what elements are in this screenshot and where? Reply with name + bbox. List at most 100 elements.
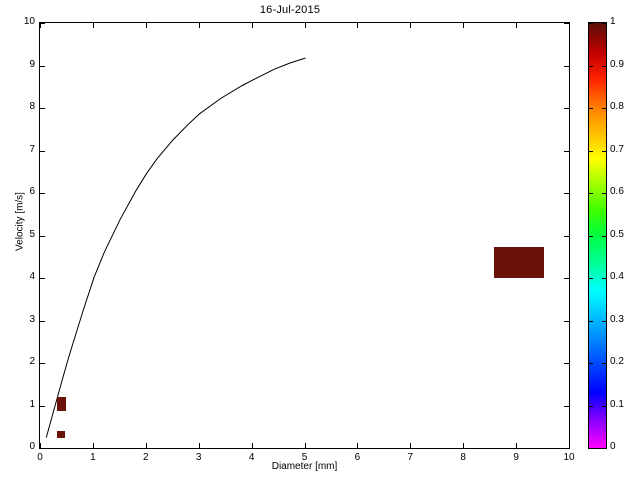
y-tick-right	[564, 405, 569, 407]
colorbar-tick-right	[602, 108, 606, 109]
y-tick-label: 0	[29, 441, 35, 452]
x-tick	[198, 443, 200, 448]
colorbar-tick-label: 0.2	[610, 356, 624, 367]
colorbar-tick	[589, 108, 593, 109]
colorbar-tick	[589, 193, 593, 194]
x-axis-label: Diameter [mm]	[271, 461, 338, 472]
block-low-left-a	[56, 397, 66, 412]
colorbar-tick-right	[602, 278, 606, 279]
y-tick-right	[564, 448, 569, 449]
y-tick	[40, 363, 45, 364]
x-tick-label: 10	[563, 452, 575, 463]
velocity-curve	[45, 57, 306, 438]
x-tick-top	[463, 23, 465, 28]
y-tick-label: 3	[29, 313, 35, 325]
y-tick-right	[564, 235, 569, 237]
x-tick	[410, 443, 412, 448]
colorbar-tick-label: 0.1	[610, 398, 624, 410]
x-tick-top	[40, 23, 41, 28]
x-tick-top	[251, 23, 253, 28]
x-tick	[40, 443, 41, 448]
colorbar-tick-label: 0.5	[610, 228, 624, 240]
x-tick-label: 3	[195, 452, 202, 463]
x-tick	[304, 443, 306, 448]
y-tick-right	[564, 278, 569, 279]
block-low-left-b	[57, 430, 65, 438]
y-tick	[40, 320, 45, 322]
x-tick-top	[357, 23, 359, 28]
colorbar-tick-right	[602, 320, 606, 322]
colorbar-tick-label: 0	[610, 441, 616, 452]
y-tick-right	[564, 23, 569, 24]
y-tick-label: 8	[29, 101, 35, 112]
x-tick-label: 9	[513, 452, 519, 463]
y-tick	[40, 23, 45, 24]
colorbar-tick-right	[602, 235, 606, 237]
y-tick-right	[564, 193, 569, 194]
y-tick-label: 5	[29, 228, 35, 240]
x-tick-top	[198, 23, 200, 28]
x-tick	[516, 443, 518, 448]
x-tick-label: 6	[354, 452, 361, 463]
colorbar-tick-right	[602, 150, 606, 152]
x-tick	[92, 443, 94, 448]
colorbar-tick-label: 0.8	[610, 101, 624, 112]
y-tick	[40, 448, 45, 449]
colorbar-tick	[589, 65, 593, 67]
y-tick-label: 10	[23, 16, 35, 27]
y-axis-label: Velocity [m/s]	[14, 192, 26, 251]
colorbar-tick-right	[602, 405, 606, 407]
y-tick-label: 7	[29, 143, 35, 155]
colorbar-tick	[589, 363, 593, 364]
colorbar-tick	[589, 405, 593, 407]
x-tick-top	[145, 23, 147, 28]
x-tick-label: 5	[301, 452, 308, 463]
colorbar-tick-right	[602, 363, 606, 364]
y-tick-right	[564, 108, 569, 109]
page-title: 16-Jul-2015	[259, 4, 321, 16]
colorbar-tick-right	[602, 193, 606, 194]
y-tick-right	[564, 65, 569, 67]
y-tick	[40, 193, 45, 194]
y-tick	[40, 108, 45, 109]
x-tick	[463, 443, 465, 448]
x-tick-label: 4	[248, 452, 255, 463]
colorbar-tick-right	[602, 65, 606, 67]
x-tick-top	[304, 23, 306, 28]
plot-area[interactable]	[39, 22, 570, 449]
y-tick	[40, 405, 45, 407]
colorbar-tick	[589, 235, 593, 237]
y-tick-right	[564, 150, 569, 152]
y-tick	[40, 65, 45, 67]
x-tick	[251, 443, 253, 448]
block-right	[493, 246, 545, 278]
y-tick	[40, 235, 45, 237]
x-tick-label: 0	[37, 452, 43, 463]
y-tick-label: 4	[29, 271, 35, 282]
x-tick-label: 2	[143, 452, 149, 463]
x-tick-top	[516, 23, 518, 28]
x-tick	[357, 443, 359, 448]
x-tick-label: 7	[407, 452, 414, 463]
colorbar-tick-label: 0.7	[610, 143, 624, 155]
y-tick-label: 9	[29, 58, 35, 70]
x-tick-label: 1	[90, 452, 96, 463]
y-tick-label: 1	[29, 398, 35, 410]
colorbar-tick	[589, 448, 593, 449]
colorbar-tick	[589, 150, 593, 152]
y-tick	[40, 278, 45, 279]
plot-inner	[40, 23, 569, 448]
colorbar-tick-right	[602, 23, 606, 24]
colorbar-tick	[589, 320, 593, 322]
colorbar-tick-label: 1	[610, 16, 616, 27]
x-tick	[569, 443, 570, 448]
jet-colorbar[interactable]	[588, 22, 607, 449]
colorbar-tick-label: 0.9	[610, 58, 624, 70]
colorbar-tick-label: 0.3	[610, 313, 624, 325]
colorbar-tick-right	[602, 448, 606, 449]
x-tick-top	[410, 23, 412, 28]
x-tick-top	[92, 23, 94, 28]
x-tick	[145, 443, 147, 448]
y-tick-right	[564, 320, 569, 322]
